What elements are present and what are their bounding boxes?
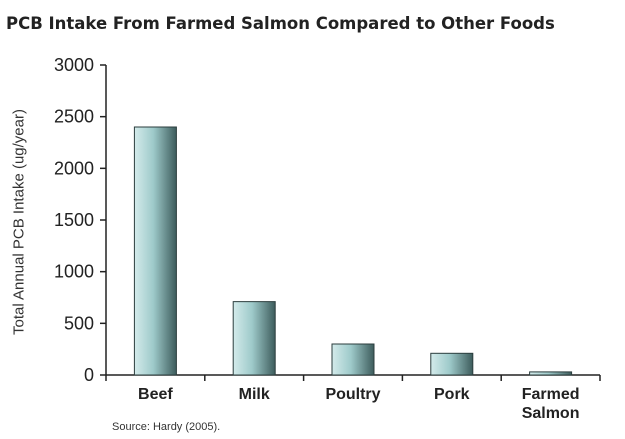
y-tick-label: 3000 [54,55,94,75]
bar [232,301,276,376]
y-tick-label: 1000 [54,262,94,282]
y-tick-label: 1500 [54,210,94,230]
chart-title: PCB Intake From Farmed Salmon Compared t… [6,14,555,33]
x-category-label: Pork [434,386,470,403]
x-category-label: Farmed [522,386,580,403]
bar [133,126,177,376]
x-category-label: Milk [239,386,270,403]
y-tick-label: 500 [64,313,94,333]
x-category-label: Poultry [325,386,380,403]
y-tick-label: 2500 [54,107,94,127]
source-note: Source: Hardy (2005). [112,421,221,433]
bar [529,371,573,376]
x-category-label: Salmon [522,405,580,422]
bar [430,352,474,376]
y-tick-label: 2000 [54,158,94,178]
x-category-label: Beef [138,386,173,403]
bar [331,343,375,376]
y-tick-label: 0 [84,365,94,385]
